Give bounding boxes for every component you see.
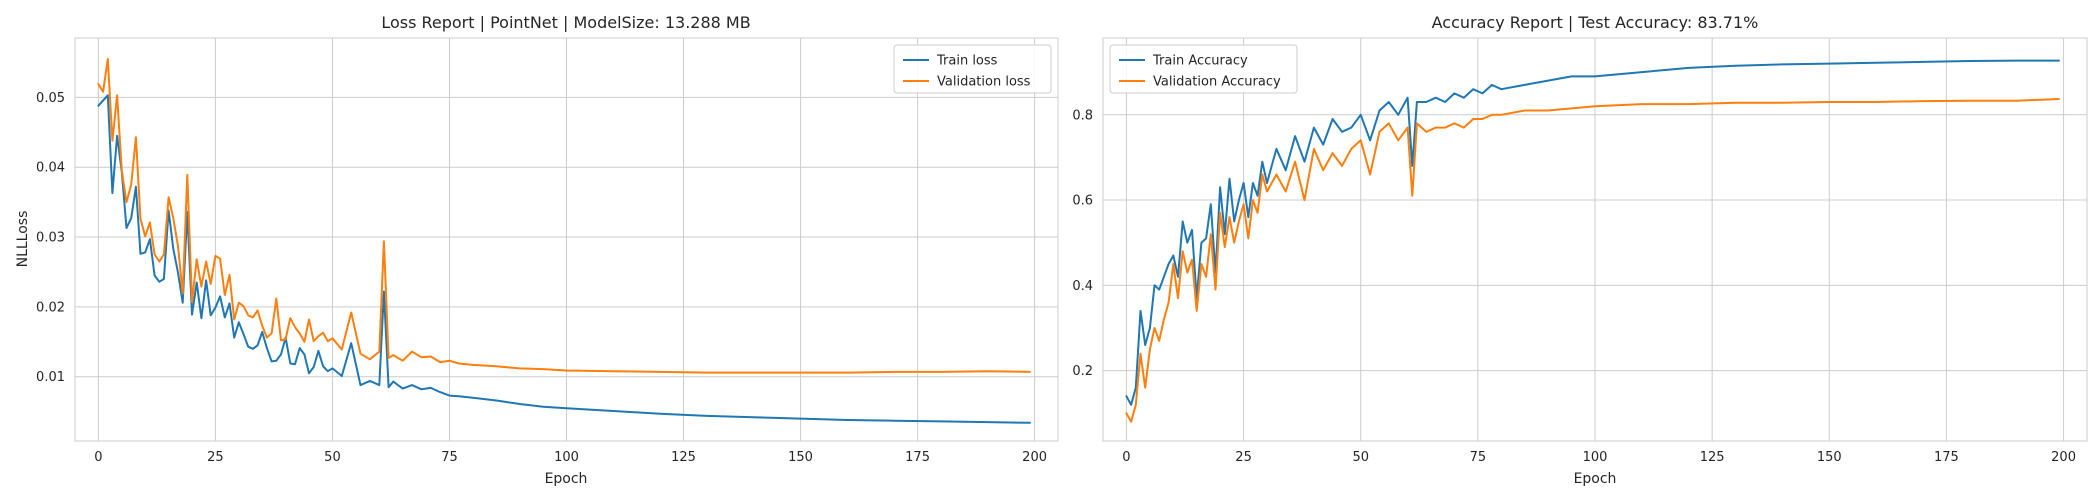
- accuracy-plot-area: 0 25 50 75 100 125 150 175 200 0.2 0.4 0.6 0.8: [1072, 37, 2088, 465]
- accuracy-y-tick-label: 0.4: [1072, 279, 1093, 294]
- loss-series-line-train: [97, 94, 1031, 424]
- loss-legend-label: Validation loss: [937, 75, 1031, 90]
- loss-x-tick-label: 200: [1022, 450, 1047, 465]
- accuracy-x-tick-label: 50: [1352, 450, 1369, 465]
- loss-x-tick-label: 100: [554, 450, 579, 465]
- loss-x-tick-label: 0: [94, 450, 102, 465]
- accuracy-x-tick-label: 100: [1583, 450, 1608, 465]
- accuracy-x-tick-label: 0: [1122, 450, 1130, 465]
- loss-legend: Train loss Validation loss: [893, 44, 1052, 94]
- loss-plot-area: 0 25 50 75 100 125 150 175 200 0.01 0.02 0.03 0.04 0.…: [36, 37, 1059, 465]
- accuracy-legend-box: [1109, 44, 1298, 94]
- accuracy-x-tick-label: 175: [1934, 450, 1959, 465]
- loss-x-tick-label: 125: [671, 450, 696, 465]
- loss-x-tick-label: 175: [905, 450, 930, 465]
- accuracy-x-tick-label: 75: [1470, 450, 1487, 465]
- accuracy-legend-label: Validation Accuracy: [1153, 75, 1281, 90]
- loss-y-tick-label: 0.03: [36, 231, 65, 246]
- loss-legend-box: [893, 44, 1052, 94]
- loss-y-tick-label: 0.01: [36, 370, 65, 385]
- loss-x-tick-label: 150: [788, 450, 813, 465]
- accuracy-legend: Train Accuracy Validation Accuracy: [1109, 44, 1298, 94]
- loss-y-tick-label: 0.04: [36, 161, 65, 176]
- accuracy-chart-xlabel: Epoch: [1574, 471, 1617, 487]
- loss-x-tick-label: 25: [207, 450, 224, 465]
- loss-plot-frame: [74, 37, 1059, 442]
- accuracy-y-tick-label: 0.6: [1072, 194, 1093, 209]
- accuracy-plot-frame: [1102, 37, 2088, 442]
- loss-chart-title: Loss Report | PointNet | ModelSize: 13.2…: [381, 13, 750, 32]
- loss-chart: Loss Report | PointNet | ModelSize: 13.2…: [15, 13, 1059, 487]
- accuracy-series-line-train: [1125, 59, 2060, 406]
- accuracy-x-tick-label: 150: [1817, 450, 1842, 465]
- accuracy-chart: Accuracy Report | Test Accuracy: 83.71% …: [1072, 13, 2088, 487]
- accuracy-legend-label: Train Accuracy: [1152, 54, 1248, 69]
- accuracy-x-tick-label: 25: [1235, 450, 1252, 465]
- accuracy-series-line-validation: [1125, 98, 2060, 423]
- accuracy-y-tick-label: 0.2: [1072, 364, 1093, 379]
- loss-x-tick-label: 50: [324, 450, 341, 465]
- loss-chart-ylabel: NLLLoss: [15, 211, 31, 268]
- loss-chart-xlabel: Epoch: [545, 471, 588, 487]
- accuracy-x-tick-label: 200: [2051, 450, 2076, 465]
- accuracy-x-tick-label: 125: [1700, 450, 1725, 465]
- loss-legend-label: Train loss: [936, 54, 998, 69]
- loss-y-tick-label: 0.02: [36, 300, 65, 315]
- loss-series-line-validation: [97, 58, 1031, 374]
- loss-y-tick-label: 0.05: [36, 91, 65, 106]
- accuracy-y-tick-label: 0.8: [1072, 108, 1093, 123]
- accuracy-chart-title: Accuracy Report | Test Accuracy: 83.71%: [1432, 13, 1759, 32]
- loss-x-tick-label: 75: [441, 450, 458, 465]
